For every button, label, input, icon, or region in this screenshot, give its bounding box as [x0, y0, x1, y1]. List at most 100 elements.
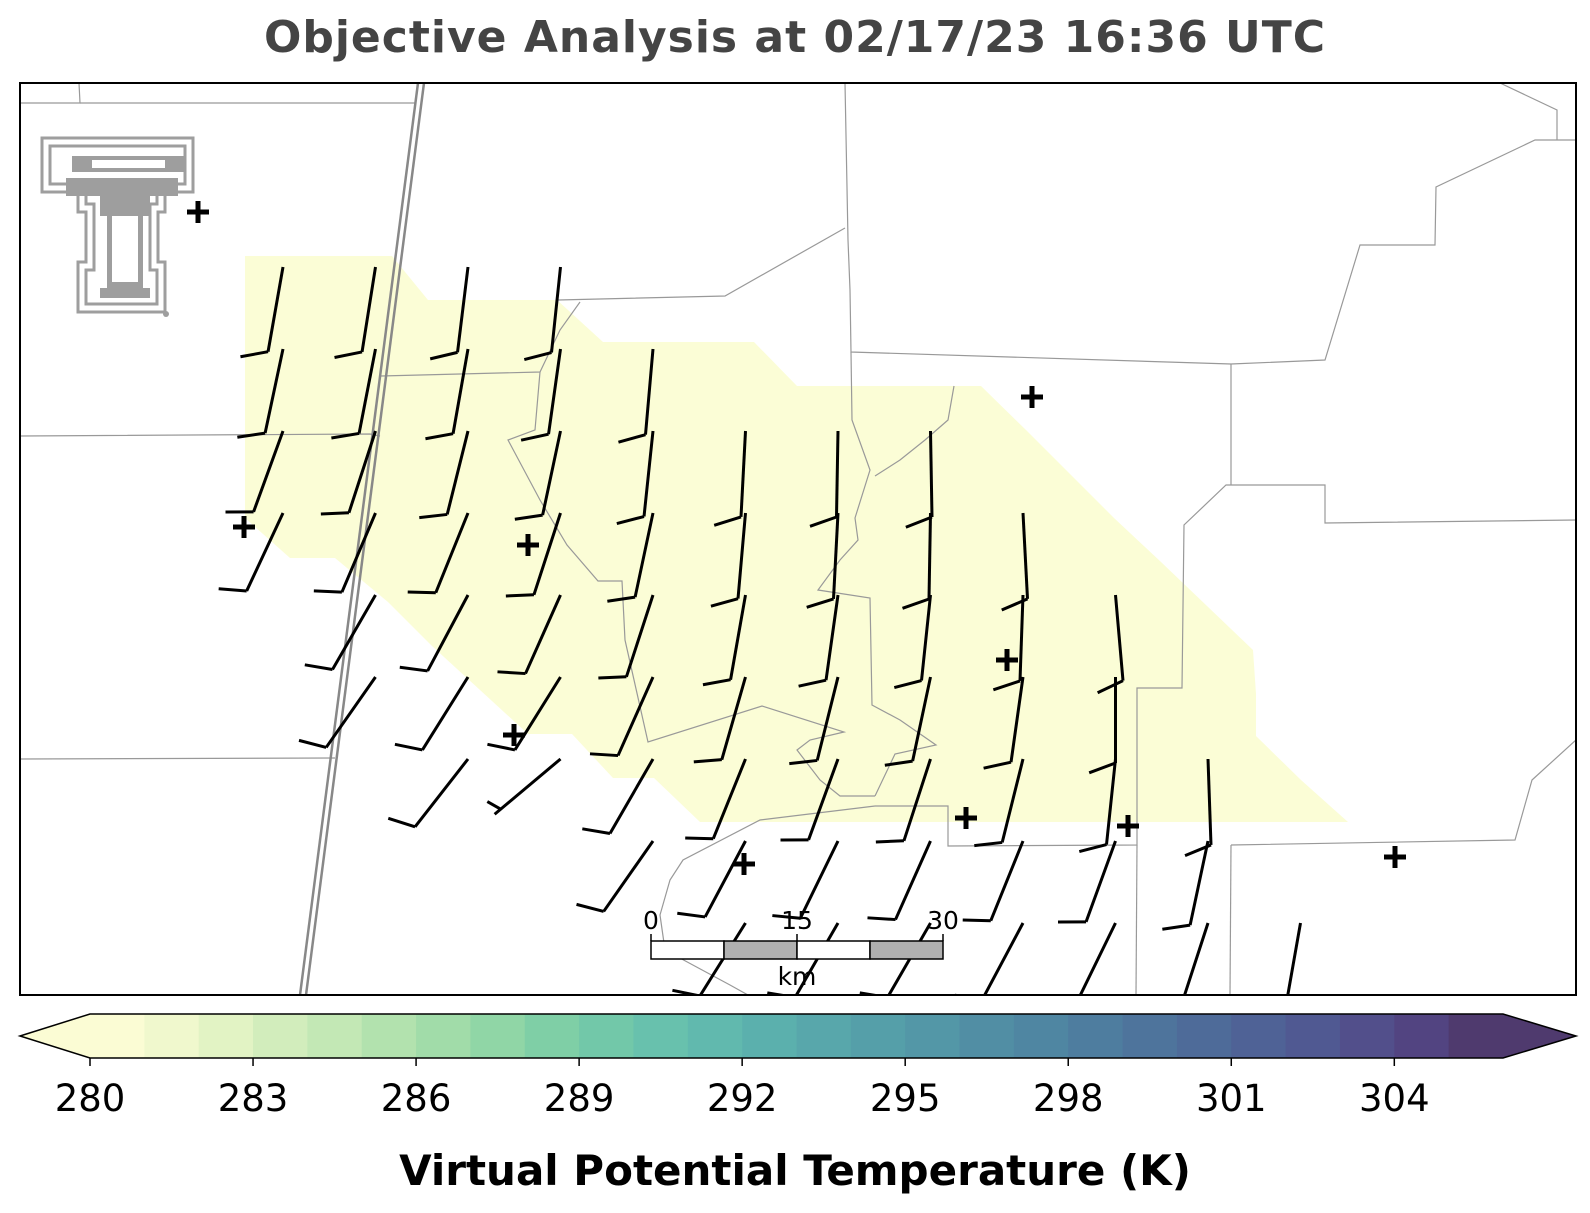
wind-barb: [789, 676, 840, 766]
wind-barb: [399, 594, 470, 673]
colorbar-tick-label: 298: [1033, 1077, 1104, 1120]
wind-barb: [893, 594, 932, 689]
colorbar-cell: [579, 1014, 635, 1058]
map-frame: [19, 82, 1577, 996]
wind-barb: [1286, 922, 1302, 995]
colorbar-label: Virtual Potential Temperature (K): [399, 1146, 1191, 1195]
colorbar-cell: [1339, 1014, 1395, 1058]
wind-barb: [806, 512, 840, 609]
wind-barb: [780, 758, 840, 842]
wind-barb: [505, 512, 562, 598]
wind-barb: [875, 758, 932, 844]
colorbar-cell: [253, 1014, 308, 1058]
colorbar-tick-label: 304: [1359, 1077, 1430, 1120]
scale-label-15: 15: [781, 906, 813, 935]
wind-barb: [1078, 758, 1117, 853]
wind-barb: [331, 348, 377, 440]
wind-barb: [298, 676, 377, 749]
wind-barb: [425, 348, 470, 441]
colorbar: 280 283 286 289 292 295 298 301 304: [17, 1013, 1579, 1120]
colorbar-tick-label: 295: [870, 1077, 941, 1120]
colorbar-extend-min: [20, 1014, 90, 1058]
wind-barb: [809, 430, 840, 528]
station-marker: [1117, 815, 1139, 837]
wind-barb: [240, 266, 285, 359]
colorbar-cell: [742, 1014, 798, 1058]
wind-barb: [992, 594, 1025, 692]
wind-barb: [218, 512, 285, 593]
wind-barb: [487, 676, 562, 752]
scale-label-30: 30: [927, 906, 959, 935]
wind-barb: [394, 676, 470, 752]
wind-barb: [1057, 840, 1117, 924]
colorbar-cell: [198, 1014, 254, 1058]
colorbar-cell: [1122, 1014, 1178, 1058]
wind-barb: [867, 840, 932, 922]
wind-barb: [677, 840, 747, 919]
colorbar-cell: [90, 1014, 145, 1058]
scale-label-0: 0: [643, 906, 659, 935]
colorbar-cell: [1394, 1014, 1450, 1058]
colorbar-tick-label: 301: [1196, 1077, 1267, 1120]
wind-barb: [983, 676, 1025, 770]
wind-barb: [576, 840, 655, 913]
colorbar-tick-label: 283: [218, 1077, 289, 1120]
wind-barb: [702, 594, 747, 687]
wind-barb: [514, 430, 562, 521]
wind-barb: [387, 758, 470, 829]
station-marker: [733, 853, 755, 875]
wind-barb: [334, 266, 377, 359]
map-title: Objective Analysis at 02/17/23 16:36 UTC: [263, 12, 1327, 63]
colorbar-cell: [144, 1014, 200, 1058]
colorbar-cell: [850, 1014, 906, 1058]
wind-barb: [607, 512, 655, 603]
wind-barb: [974, 758, 1025, 848]
colorbar-cell: [687, 1014, 743, 1058]
wind-barb: [304, 594, 377, 671]
colorbar-cell: [470, 1014, 526, 1058]
wind-barb: [1078, 922, 1117, 995]
station-marker: [233, 516, 255, 538]
wind-barb: [962, 840, 1025, 923]
analysis-region: [245, 256, 1348, 822]
station-marker: [1384, 846, 1406, 868]
wind-barb: [618, 348, 655, 444]
wind-barb: [313, 512, 377, 594]
station-marker: [955, 807, 977, 829]
wind-barb: [616, 430, 655, 525]
wind-barb: [713, 430, 747, 527]
wind-barb: [767, 922, 840, 995]
station-marker: [503, 724, 525, 746]
scale-unit: km: [778, 962, 817, 991]
colorbar-cell: [524, 1014, 580, 1058]
wind-barb: [523, 266, 562, 361]
station-marker: [1021, 386, 1043, 408]
colorbar-cell: [905, 1014, 961, 1058]
wind-barb: [225, 430, 285, 514]
wind-barb: [798, 594, 840, 688]
colorbar-cell: [416, 1014, 472, 1058]
wind-barb: [320, 430, 377, 516]
wind-barb: [407, 512, 470, 595]
wind-barb: [486, 757, 562, 816]
wind-barb: [582, 758, 655, 835]
wind-barb: [589, 676, 655, 758]
wind-barb: [520, 348, 562, 442]
colorbar-tick-label: 286: [381, 1077, 452, 1120]
wind-barb: [1183, 922, 1210, 995]
station-marker: [187, 201, 209, 223]
colorbar-cell: [1448, 1014, 1504, 1058]
station-marker: [996, 649, 1018, 671]
wind-barb: [954, 922, 1025, 995]
station-marker: [517, 534, 539, 556]
colorbar-cell: [633, 1014, 689, 1058]
county-boundaries: [20, 83, 1576, 995]
wind-barb: [598, 594, 655, 680]
wind-barb: [905, 430, 934, 529]
wind-barb: [419, 430, 470, 520]
colorbar-cell: [307, 1014, 363, 1058]
scale-bar: 0 15 30 km: [643, 906, 959, 991]
colorbar-cell: [1176, 1014, 1232, 1058]
wind-barb: [685, 758, 747, 841]
